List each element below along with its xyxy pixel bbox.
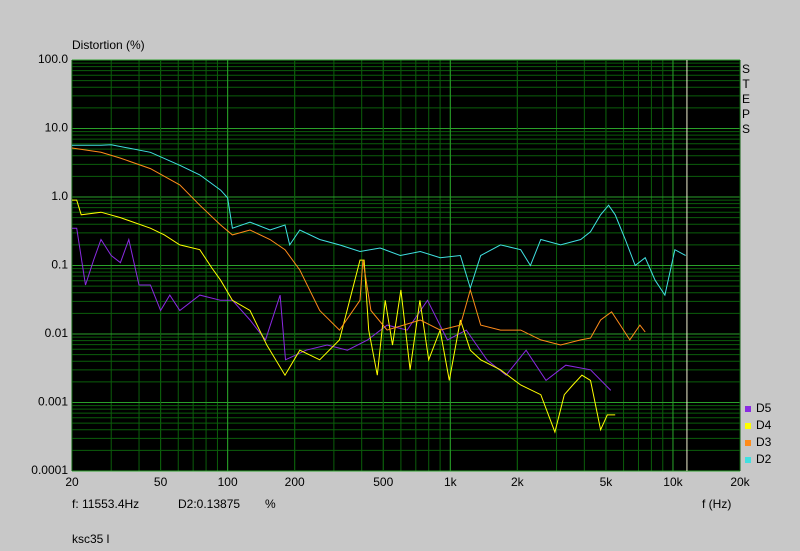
- x-tick-label: 500: [373, 475, 393, 489]
- y-tick-label: 0.0001: [31, 463, 68, 477]
- x-axis-label: f (Hz): [702, 497, 731, 511]
- footer: ksc35 l: [72, 532, 109, 546]
- legend-swatch: [745, 457, 751, 463]
- y-axis-label: Distortion (%): [72, 38, 145, 52]
- y-tick-label: 1.0: [51, 189, 68, 203]
- x-tick-label: 2k: [511, 475, 525, 489]
- y-tick-label: 0.1: [51, 258, 68, 272]
- cursor-unit: %: [265, 497, 276, 511]
- legend-label: D2: [756, 452, 772, 466]
- legend-swatch: [745, 406, 751, 412]
- series-line: [72, 199, 616, 434]
- x-tick-label: 50: [154, 475, 168, 489]
- x-tick-label: 1k: [444, 475, 458, 489]
- cursor-readout: D2:0.13875: [178, 497, 240, 511]
- x-tick-label: 20k: [730, 475, 750, 489]
- cursor-frequency: f: 11553.4Hz: [72, 497, 139, 511]
- legend-swatch: [745, 440, 751, 446]
- legend-label: D3: [756, 435, 772, 449]
- y-tick-label: 10.0: [45, 121, 69, 135]
- x-tick-label: 200: [285, 475, 305, 489]
- series-line: [71, 147, 646, 346]
- legend-label: D5: [756, 401, 772, 415]
- x-tick-label: 100: [218, 475, 238, 489]
- x-tick-label: 10k: [663, 475, 683, 489]
- x-tick-label: 5k: [600, 475, 614, 489]
- series-line: [72, 227, 612, 391]
- x-tick-label: 20: [65, 475, 79, 489]
- series-line: [72, 144, 686, 297]
- y-tick-label: 100.0: [38, 52, 68, 66]
- legend-label: D4: [756, 418, 772, 432]
- side-label: STEPS: [739, 62, 753, 137]
- y-tick-label: 0.001: [38, 395, 68, 409]
- y-tick-label: 0.01: [45, 326, 69, 340]
- legend-swatch: [745, 423, 751, 429]
